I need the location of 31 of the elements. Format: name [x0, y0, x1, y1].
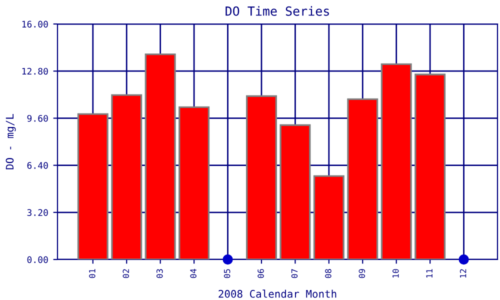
x-tick-label: 02 [122, 269, 130, 278]
x-tick-label: 01 [89, 269, 96, 278]
bar [144, 53, 176, 260]
bar [178, 106, 210, 260]
chart-title: DO Time Series [226, 6, 329, 16]
x-tick-label: 05 [224, 269, 230, 278]
bar [313, 175, 344, 260]
y-tick-label: 12.80 [22, 68, 48, 75]
y-axis-title: DO - mg/L [6, 114, 16, 170]
y-tick-label: 16.00 [22, 20, 48, 28]
y-tick-label: 3.20 [27, 209, 48, 216]
bar [246, 95, 277, 260]
y-tick-label: 9.60 [27, 114, 48, 122]
bar [280, 124, 311, 260]
bar [380, 63, 412, 260]
x-tick-label: 09 [358, 269, 366, 278]
x-tick-label: 07 [291, 269, 298, 278]
y-tick-label: 6.40 [27, 162, 48, 169]
x-tick-label: 08 [325, 269, 332, 278]
bar [111, 94, 142, 260]
x-tick-label: 11 [426, 269, 432, 278]
x-axis-title: 2008 Calendar Month [218, 290, 336, 298]
bar [77, 113, 108, 260]
x-tick-label: 06 [258, 269, 264, 278]
bar [414, 74, 446, 260]
x-tick-label: 03 [156, 269, 163, 278]
y-tick-label: 0.00 [27, 256, 48, 264]
x-tick-label: 04 [190, 268, 196, 278]
x-tick-label: 12 [460, 269, 466, 278]
x-tick-label: 10 [392, 269, 399, 278]
bar [347, 98, 378, 260]
